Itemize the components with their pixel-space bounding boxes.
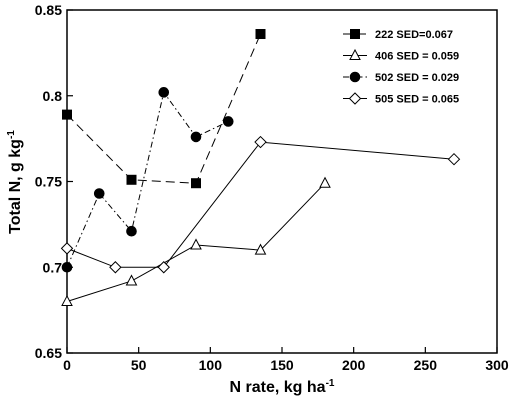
y-tick-label: 0.65 [35,345,62,361]
series-0 [62,29,266,189]
series-line [66,91,229,268]
data-point [109,261,122,274]
data-point [157,261,170,274]
x-tick-label: 100 [199,357,223,373]
legend-entry-1: 406 SED = 0.059 [343,48,459,63]
data-point [222,116,234,127]
data-point [191,178,201,189]
series-2 [61,87,234,273]
data-point [126,225,137,237]
data-point [126,174,137,185]
data-point [447,152,461,166]
y-axis-title-sup: -1 [6,130,17,139]
legend-label: 502 SED = 0.029 [375,72,459,84]
y-tick-label: 0.8 [43,88,63,104]
legend-marker [348,92,362,105]
legend-marker [350,29,360,39]
data-point [61,294,73,307]
series-line [66,33,261,184]
data-point [190,238,202,250]
x-tick-label: 0 [63,357,71,373]
x-tick-label: 300 [485,357,509,373]
x-tick-label: 200 [342,357,366,373]
axis-ticks: 0 50 100 150 200 250 300 0.65 0.7 0.75 0.8 0.85 [35,2,509,373]
legend-marker [349,71,361,83]
series-layer [60,29,461,307]
series-3 [60,135,461,274]
legend-label: 406 SED = 0.059 [375,51,459,63]
legend-entry-0: 222 SED=0.067 [343,29,453,41]
x-axis-title-main: N rate, kg ha [230,379,326,396]
data-point [61,261,73,273]
legend-entry-3: 505 SED = 0.065 [343,92,459,106]
legend-entry-2: 502 SED = 0.029 [343,71,459,84]
series-1 [61,176,331,307]
x-tick-label: 150 [270,357,294,373]
legend-label: 505 SED = 0.065 [375,94,459,106]
legend-marker [349,48,361,60]
y-tick-label: 0.85 [35,2,62,18]
y-tick-label: 0.7 [43,259,63,275]
data-point [254,243,267,255]
y-axis-title-main: Total N, g kg [7,139,24,234]
data-point [158,87,170,98]
legend: 222 SED=0.067 406 SED = 0.059 502 SED = 0.… [343,29,459,106]
data-point [319,176,331,188]
data-point [62,109,72,120]
x-axis-title: N rate, kg ha-1 [230,378,335,396]
data-point [255,29,266,40]
data-point [254,135,267,149]
x-axis-title-sup: -1 [326,378,335,389]
y-axis-title: Total N, g kg-1 [6,130,24,234]
data-point [125,274,138,286]
y-tick-label: 0.75 [35,174,62,190]
data-point [60,242,74,255]
data-point [93,188,105,199]
x-tick-label: 250 [414,357,438,373]
data-point [190,131,202,143]
legend-label: 222 SED=0.067 [375,29,453,41]
x-tick-label: 50 [131,357,147,373]
